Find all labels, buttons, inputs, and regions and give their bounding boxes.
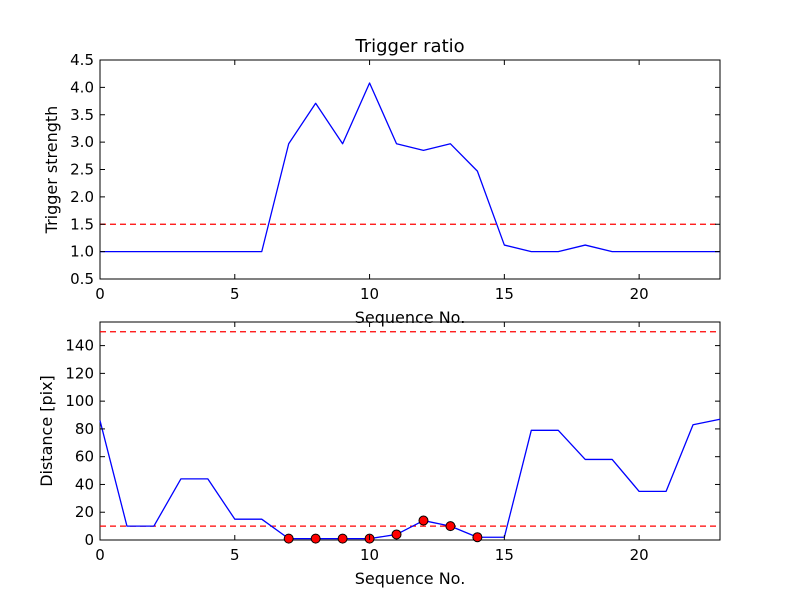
x-tick-label: 20 [630, 285, 649, 303]
x-tick-label: 10 [360, 546, 379, 564]
chart-title: Trigger ratio [354, 36, 464, 57]
subplot-distance: 0 5 10 15 20 0 20 40 60 80 100 120 140 Sequence No.… [37, 321, 721, 588]
subplot-trigger-ratio: 0 5 10 15 20 0.5 1.0 1.5 2.0 2.5 3.0 3.5 4.0 4.5 Tri… [42, 36, 721, 327]
x-tick-label: 0 [95, 546, 105, 564]
data-point-marker [418, 515, 429, 526]
y-tick-label: 4.0 [70, 78, 94, 96]
y-axis-label: Distance [pix] [37, 375, 56, 487]
plot-area-frame [99, 321, 721, 541]
y-tick-label: 120 [65, 364, 94, 382]
x-axis-ticks: 0 5 10 15 20 [95, 60, 649, 303]
x-axis-label: Sequence No. [355, 569, 466, 588]
y-tick-label: 2.5 [70, 161, 94, 179]
x-axis-label: Sequence No. [355, 308, 466, 327]
x-tick-label: 0 [95, 285, 105, 303]
series-line-1 [99, 418, 721, 540]
y-axis-label: Trigger strength [42, 106, 61, 235]
y-tick-label: 1.0 [70, 243, 94, 261]
threshold-lines [100, 331, 720, 527]
data-point-marker [391, 529, 402, 540]
x-tick-label: 15 [495, 285, 514, 303]
x-tick-label: 15 [495, 546, 514, 564]
data-point-marker [283, 533, 294, 544]
y-tick-label: 20 [75, 503, 94, 521]
y-tick-label: 60 [75, 448, 94, 466]
y-tick-label: 100 [65, 392, 94, 410]
data-point-marker [310, 533, 321, 544]
x-tick-label: 5 [230, 546, 240, 564]
x-tick-label: 10 [360, 285, 379, 303]
marker-group [283, 515, 483, 544]
y-tick-label: 2.0 [70, 188, 94, 206]
x-axis-ticks: 0 5 10 15 20 [95, 322, 649, 564]
y-tick-label: 3.0 [70, 133, 94, 151]
data-point-marker [472, 532, 483, 543]
y-tick-label: 1.5 [70, 215, 94, 233]
y-axis-ticks: 0 20 40 60 80 100 120 140 [65, 337, 720, 549]
y-tick-label: 140 [65, 337, 94, 355]
series-line-1 [100, 82, 720, 253]
y-tick-label: 4.5 [70, 51, 94, 69]
y-tick-label: 0.5 [70, 270, 94, 288]
series-group [100, 82, 720, 253]
y-tick-label: 0 [84, 531, 94, 549]
data-point-marker [337, 533, 348, 544]
x-tick-label: 20 [630, 546, 649, 564]
series-group [99, 418, 721, 540]
y-tick-label: 40 [75, 475, 94, 493]
y-tick-label: 80 [75, 420, 94, 438]
x-tick-label: 5 [230, 285, 240, 303]
data-point-marker [445, 521, 456, 532]
y-axis-ticks: 0.5 1.0 1.5 2.0 2.5 3.0 3.5 4.0 4.5 [70, 51, 720, 288]
y-tick-label: 3.5 [70, 106, 94, 124]
